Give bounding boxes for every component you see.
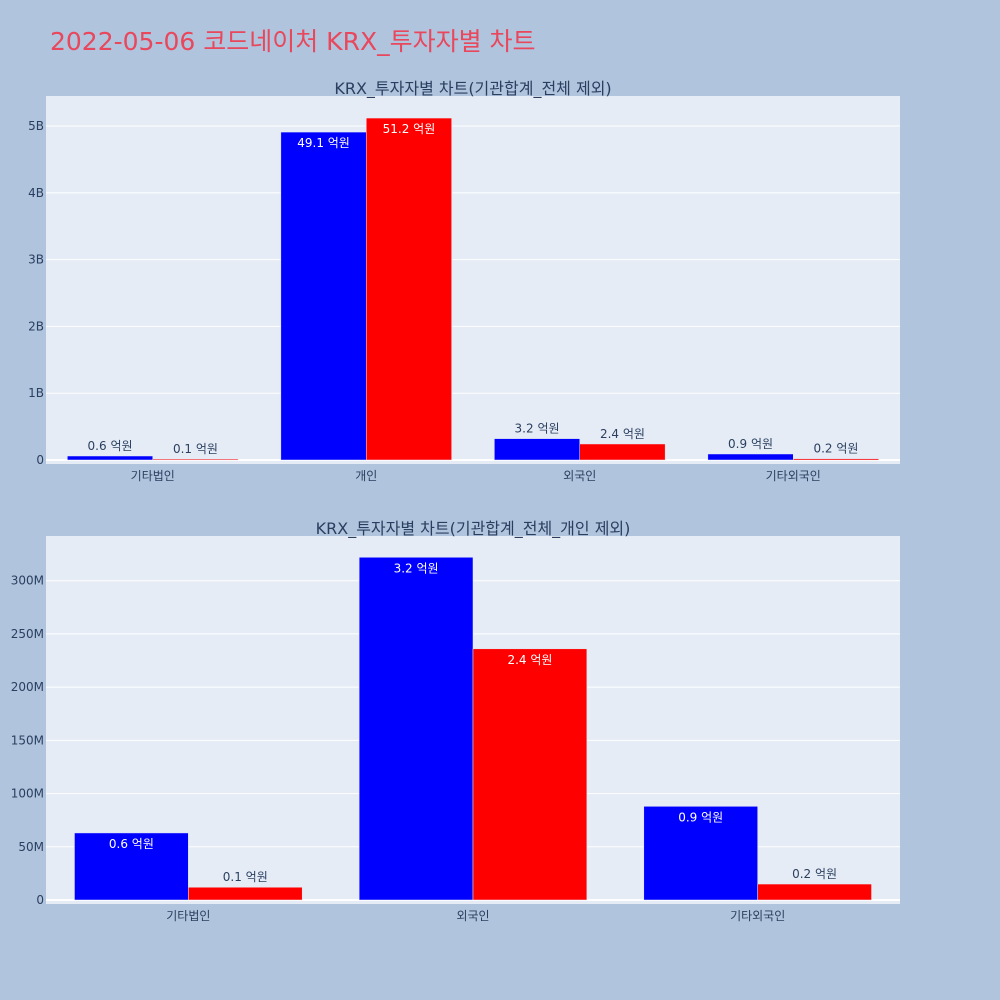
bar-data-label: 0.9 억원: [678, 810, 723, 824]
bar: [67, 455, 153, 461]
bar: [472, 648, 588, 901]
y-tick-label: 300M: [11, 574, 44, 588]
bar-data-label: 49.1 억원: [297, 136, 350, 150]
bar: [152, 458, 239, 461]
y-tick-label: 100M: [11, 787, 44, 801]
bar: [707, 453, 794, 461]
bar-data-label: 3.2 억원: [515, 422, 560, 436]
x-tick-label: 개인: [355, 469, 377, 483]
bar-data-label: 0.1 억원: [223, 870, 268, 884]
bar: [366, 117, 452, 461]
y-tick-label: 1B: [28, 386, 44, 400]
bar-data-label: 0.2 억원: [792, 867, 837, 881]
bar-data-label: 0.6 억원: [88, 439, 133, 453]
x-tick-label: 기타외국인: [730, 909, 785, 923]
bar: [643, 806, 758, 901]
y-tick-label: 200M: [11, 680, 44, 694]
bar: [494, 438, 581, 461]
x-tick-label: 기타법인: [131, 469, 175, 483]
bar: [793, 458, 879, 461]
bar-data-label: 0.2 억원: [813, 442, 858, 456]
y-tick-label: 5B: [28, 119, 44, 133]
bar: [757, 883, 872, 901]
y-tick-label: 3B: [28, 253, 44, 267]
bar: [74, 832, 189, 901]
plot-area-1: [46, 96, 900, 464]
bar-data-label: 3.2 억원: [394, 561, 439, 575]
bar-data-label: 2.4 억원: [507, 653, 552, 667]
bar-data-label: 0.6 억원: [109, 837, 154, 851]
y-tick-label: 150M: [11, 733, 44, 747]
chart-title-1: KRX_투자자별 차트(기관합계_전체 제외): [334, 79, 611, 99]
chart-title-2: KRX_투자자별 차트(기관합계_전체_개인 제외): [316, 519, 631, 539]
y-tick-label: 0: [36, 893, 44, 907]
bar-data-label: 0.9 억원: [728, 437, 773, 451]
bar-data-label: 51.2 억원: [383, 122, 436, 136]
y-tick-label: 50M: [18, 840, 44, 854]
y-tick-label: 250M: [11, 627, 44, 641]
y-tick-label: 2B: [28, 319, 44, 333]
x-tick-label: 기타법인: [166, 909, 210, 923]
bar-data-label: 2.4 억원: [600, 427, 645, 441]
y-tick-label: 4B: [28, 186, 44, 200]
y-tick-label: 0: [36, 453, 44, 467]
x-tick-label: 기타외국인: [766, 469, 821, 483]
bar: [280, 131, 367, 461]
bar-data-label: 0.1 억원: [173, 442, 218, 456]
x-tick-label: 외국인: [456, 909, 489, 923]
page-title: 2022-05-06 코드네이처 KRX_투자자별 차트: [50, 27, 536, 56]
bar: [358, 557, 474, 901]
bar: [579, 443, 666, 461]
x-tick-label: 외국인: [563, 469, 596, 483]
bar: [188, 886, 303, 901]
